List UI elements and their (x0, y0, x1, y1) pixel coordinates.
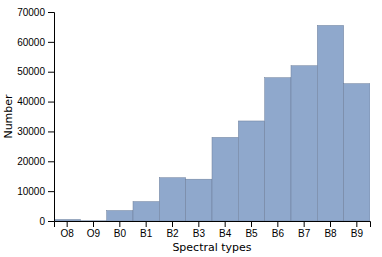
bar (159, 178, 185, 221)
tick-label: B1 (140, 228, 153, 239)
tick-label: O9 (87, 228, 101, 239)
tick-mark (48, 12, 54, 13)
y-tick: 40000 (17, 96, 54, 107)
bar (344, 84, 370, 221)
plot-area: O8 O9 B0 B1 B2 B3 B4 B5 B6 B7 B8 B9 0 10000 20000 30000… (17, 7, 370, 239)
tick-mark (67, 221, 68, 227)
x-tick: O9 (87, 221, 101, 239)
x-tick: B0 (114, 221, 127, 239)
chart-container: O8 O9 B0 B1 B2 B3 B4 B5 B6 B7 B8 B9 0 10000 20000 30000… (0, 0, 382, 257)
tick-label: B6 (272, 228, 285, 239)
tick-mark (251, 221, 252, 227)
x-tick: B6 (272, 221, 285, 239)
tick-label: B3 (193, 228, 206, 239)
y-tick: 60000 (17, 37, 54, 48)
tick-mark (48, 42, 54, 43)
tick-mark (330, 221, 331, 227)
tick-mark (304, 221, 305, 227)
y-tick: 0 (39, 216, 54, 227)
tick-mark (119, 221, 120, 227)
tick-label: 30000 (17, 126, 45, 137)
x-axis-title: Spectral types (172, 241, 251, 254)
x-tick: B4 (219, 221, 232, 239)
x-tick: B8 (324, 221, 337, 239)
tick-label: B9 (351, 228, 364, 239)
tick-label: 60000 (17, 37, 45, 48)
tick-label: 10000 (17, 186, 45, 197)
tick-mark (146, 221, 147, 227)
x-tick: B3 (193, 221, 206, 239)
bar (54, 220, 80, 221)
bar (212, 137, 238, 221)
bar (186, 179, 212, 221)
y-tick: 20000 (17, 156, 54, 167)
x-tick: B1 (140, 221, 153, 239)
x-tick: B2 (166, 221, 179, 239)
tick-label: B2 (166, 228, 179, 239)
bar (238, 121, 264, 221)
x-tick: B5 (245, 221, 258, 239)
tick-mark (48, 161, 54, 162)
tick-label: B0 (114, 228, 127, 239)
tick-label: B8 (324, 228, 337, 239)
tick-label: B7 (298, 228, 311, 239)
tick-label: B4 (219, 228, 232, 239)
x-tick: B9 (351, 221, 364, 239)
tick-mark (48, 102, 54, 103)
x-tick: B7 (298, 221, 311, 239)
y-tick: 10000 (17, 186, 54, 197)
y-tick: 30000 (17, 126, 54, 137)
bar (291, 66, 317, 221)
tick-label: 0 (39, 216, 45, 227)
tick-mark (277, 221, 278, 227)
tick-label: 70000 (17, 7, 45, 18)
tick-label: O8 (60, 228, 74, 239)
tick-mark (93, 221, 94, 227)
bar (107, 211, 133, 221)
tick-label: 50000 (17, 66, 45, 77)
tick-label: B5 (245, 228, 258, 239)
tick-mark (356, 221, 357, 227)
bar (317, 25, 343, 221)
bars (54, 25, 370, 221)
chart: O8 O9 B0 B1 B2 B3 B4 B5 B6 B7 B8 B9 0 10000 20000 30000… (0, 0, 382, 257)
axis-line (48, 13, 55, 222)
bar (133, 202, 159, 221)
y-tick: 50000 (17, 66, 54, 77)
bar (80, 220, 106, 221)
tick-mark (225, 221, 226, 227)
tick-mark (48, 221, 54, 222)
tick-mark (172, 221, 173, 227)
tick-label: 20000 (17, 156, 45, 167)
axis-line (55, 222, 371, 228)
tick-label: 40000 (17, 96, 45, 107)
bar (265, 78, 291, 221)
y-axis-title: Number (2, 94, 15, 139)
y-tick: 70000 (17, 7, 54, 18)
tick-mark (198, 221, 199, 227)
x-tick: O8 (60, 221, 74, 239)
tick-mark (48, 72, 54, 73)
tick-mark (48, 131, 54, 132)
y-axis: 0 10000 20000 30000 40000 50000 60000 70000 (17, 7, 54, 227)
x-axis: O8 O9 B0 B1 B2 B3 B4 B5 B6 B7 B8 B9 (55, 221, 371, 239)
tick-mark (48, 191, 54, 192)
